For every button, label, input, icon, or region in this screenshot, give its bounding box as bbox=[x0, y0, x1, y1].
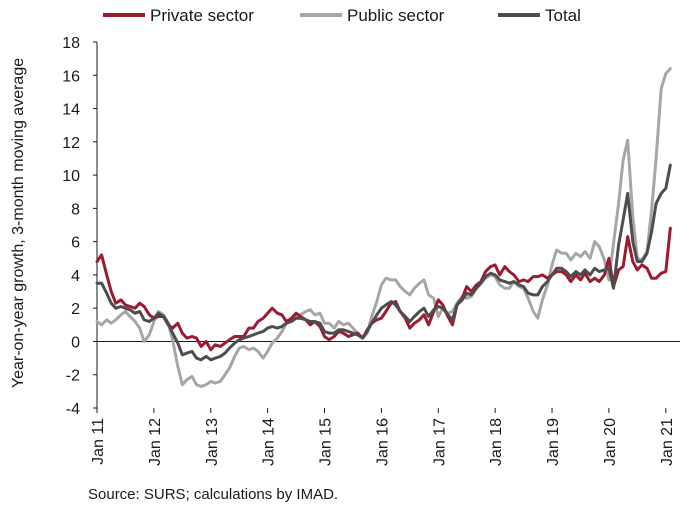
series-line-public-sector bbox=[95, 67, 672, 388]
y-axis-title: Year-on-year growth, 3-month moving aver… bbox=[10, 58, 27, 388]
series-line-total bbox=[95, 163, 672, 362]
legend-label-public-sector: Public sector bbox=[347, 6, 445, 25]
y-tick-label: 18 bbox=[62, 35, 80, 52]
x-axis: Jan 11 Jan 12 Jan 13 Jan 14 Jan 15 Jan 16 Jan … bbox=[90, 340, 680, 466]
x-tick-label: Jan 16 bbox=[374, 418, 391, 466]
y-tick-label: 12 bbox=[62, 135, 80, 152]
x-tick-label: Jan 17 bbox=[431, 418, 448, 466]
x-tick-label: Jan 13 bbox=[204, 418, 221, 466]
series-line-private-sector bbox=[95, 226, 672, 352]
legend-label-total: Total bbox=[545, 6, 581, 25]
y-tick-label: 14 bbox=[62, 102, 80, 119]
y-tick-label: -4 bbox=[66, 401, 80, 418]
y-axis: -4 -2 0 2 4 6 8 10 12 14 16 18 bbox=[62, 35, 98, 418]
y-tick-label: 10 bbox=[62, 168, 80, 185]
y-tick-label: 2 bbox=[71, 301, 80, 318]
y-tick-label: 0 bbox=[71, 334, 80, 351]
x-tick-label: Jan 12 bbox=[147, 418, 164, 466]
x-tick-label: Jan 20 bbox=[602, 418, 619, 466]
y-tick-label: 16 bbox=[62, 68, 80, 85]
x-tick-label: Jan 21 bbox=[659, 418, 676, 466]
x-tick-label: Jan 18 bbox=[488, 418, 505, 466]
x-tick-label: Jan 11 bbox=[90, 418, 107, 465]
x-tick-label: Jan 14 bbox=[261, 418, 278, 466]
y-tick-label: 8 bbox=[71, 201, 80, 218]
legend: Private sector Public sector Total bbox=[103, 6, 581, 25]
y-tick-label: 6 bbox=[71, 235, 80, 252]
legend-label-private-sector: Private sector bbox=[150, 6, 254, 25]
x-tick-label: Jan 19 bbox=[545, 418, 562, 466]
x-tick-label: Jan 15 bbox=[318, 418, 335, 466]
y-tick-label: 4 bbox=[71, 268, 80, 285]
y-tick-label: -2 bbox=[66, 368, 80, 385]
source-note: Source: SURS; calculations by IMAD. bbox=[88, 486, 338, 503]
series-layer bbox=[95, 67, 672, 388]
